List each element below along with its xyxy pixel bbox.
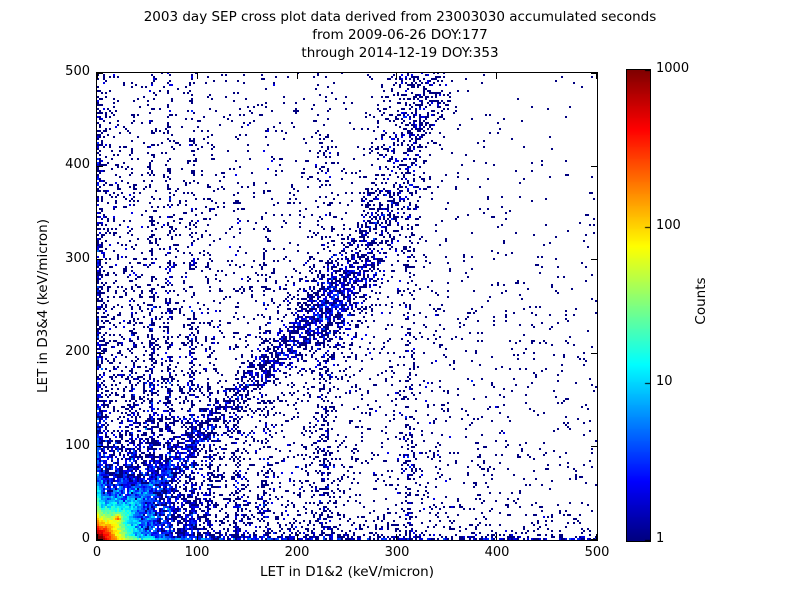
x-tick-label: 500 xyxy=(584,545,610,560)
colorbar-tick-label: 1000 xyxy=(656,61,690,76)
y-tick-label: 200 xyxy=(65,344,90,360)
x-tick-label: 0 xyxy=(92,545,102,560)
chart-subtitle-from: from 2009-06-26 DOY:177 xyxy=(312,27,488,43)
colorbar xyxy=(626,69,651,542)
x-tick-label: 400 xyxy=(484,545,510,560)
y-tick-label: 400 xyxy=(65,157,90,173)
chart-subtitle-through: through 2014-12-19 DOY:353 xyxy=(301,45,499,61)
colorbar-tick-label: 1 xyxy=(656,531,665,546)
x-tick-label: 100 xyxy=(184,545,210,560)
colorbar-gradient-canvas xyxy=(627,70,650,541)
x-tick-label: 200 xyxy=(284,545,310,560)
plot-area xyxy=(96,72,598,541)
scatter-heatmap-canvas xyxy=(97,73,597,540)
chart-title: 2003 day SEP cross plot data derived fro… xyxy=(143,9,657,25)
y-tick-label: 0 xyxy=(81,531,90,546)
colorbar-tick-label: 100 xyxy=(656,217,681,233)
colorbar-label: Counts xyxy=(693,277,709,325)
x-axis-label: LET in D1&2 (keV/micron) xyxy=(260,564,434,580)
x-tick-label: 300 xyxy=(384,545,410,560)
y-tick-label: 300 xyxy=(65,250,90,266)
y-axis-label: LET in D3&4 (keV/micron) xyxy=(35,219,51,393)
colorbar-tick-label: 10 xyxy=(656,374,673,390)
y-tick-label: 500 xyxy=(65,64,90,79)
y-tick-label: 100 xyxy=(65,437,90,453)
